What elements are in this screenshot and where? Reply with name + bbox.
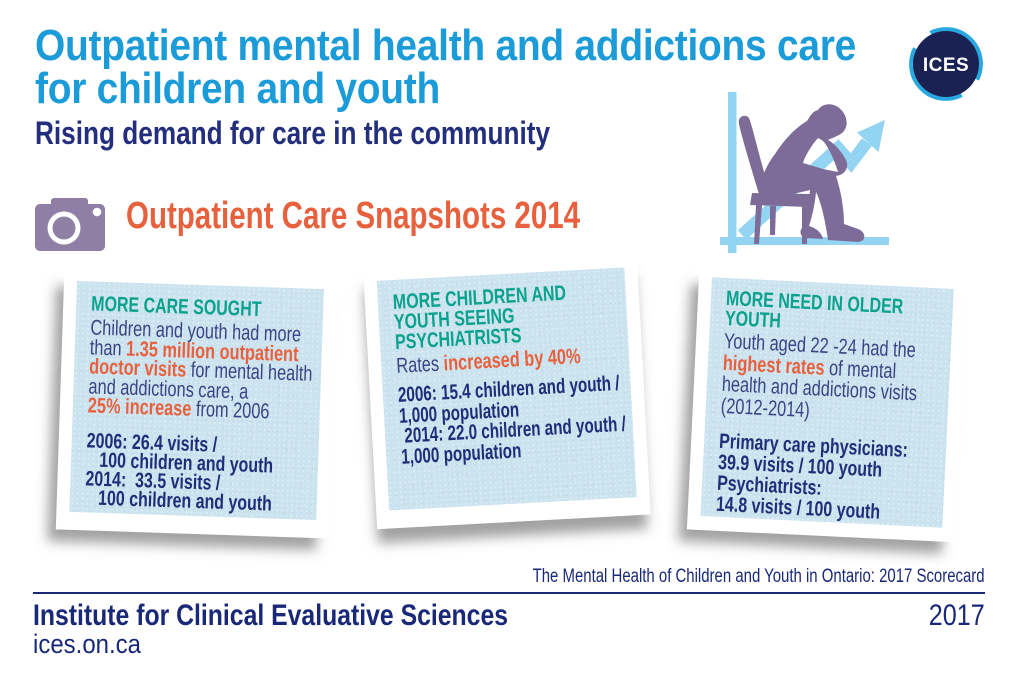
- card-photo-area: MORE NEED IN OLDER YOUTH Youth aged 22 -…: [700, 277, 954, 528]
- card-stats: 2006: 26.4 visits / 100 children and you…: [84, 428, 274, 516]
- page-subtitle: Rising demand for care in the community: [35, 117, 664, 149]
- snapshot-card-psychiatrists: MORE CHILDREN AND YOUTH SEEING PSYCHIATR…: [363, 256, 651, 530]
- snapshot-card-more-care-sought: MORE CARE SOUGHT Children and youth had …: [55, 270, 338, 539]
- section-heading: Outpatient Care Snapshots 2014: [126, 197, 711, 235]
- card-photo-area: MORE CARE SOUGHT Children and youth had …: [69, 280, 324, 521]
- person-on-chair-silhouette: [738, 104, 865, 244]
- card-heading: MORE CHILDREN AND YOUTH SEEING PSYCHIATR…: [392, 281, 567, 354]
- y-axis-line: [728, 92, 737, 253]
- source-note: The Mental Health of Children and Youth …: [410, 567, 985, 586]
- footer-divider: [33, 592, 985, 594]
- page-subtitle-text: Rising demand for care in the community: [35, 115, 551, 151]
- footer-organization: Institute for Clinical Evaluative Scienc…: [33, 601, 608, 631]
- footer-year-text: 2017: [928, 599, 985, 632]
- footer-website: ices.on.ca: [33, 631, 155, 658]
- card-body: Youth aged 22 -24 had the highest rates …: [720, 328, 918, 422]
- page-title: Outpatient mental health and addictions …: [35, 20, 963, 113]
- card-body: Children and youth had more than 1.35 mi…: [87, 315, 313, 424]
- section-heading-text: Outpatient Care Snapshots 2014: [126, 195, 581, 237]
- person-chair-rising-arrow-illustration: [720, 92, 889, 253]
- footer-website-text: ices.on.ca: [33, 629, 141, 659]
- footer-organization-text: Institute for Clinical Evaluative Scienc…: [33, 599, 509, 632]
- card-stats: Primary care physicians: 39.9 visits / 1…: [715, 429, 909, 524]
- card-photo-area: MORE CHILDREN AND YOUTH SEEING PSYCHIATR…: [376, 267, 637, 511]
- ices-logo: ICES: [909, 27, 983, 101]
- page-title-text: Outpatient mental health and addictions …: [35, 20, 856, 113]
- ices-logo-text: ICES: [923, 55, 969, 76]
- camera-icon: [35, 198, 105, 251]
- snapshot-card-older-youth: MORE NEED IN OLDER YOUTH Youth aged 22 -…: [686, 268, 968, 543]
- footer-year: 2017: [918, 601, 985, 631]
- source-note-text: The Mental Health of Children and Youth …: [533, 566, 985, 587]
- card-stats: 2006: 15.4 children and youth / 1,000 po…: [397, 371, 627, 469]
